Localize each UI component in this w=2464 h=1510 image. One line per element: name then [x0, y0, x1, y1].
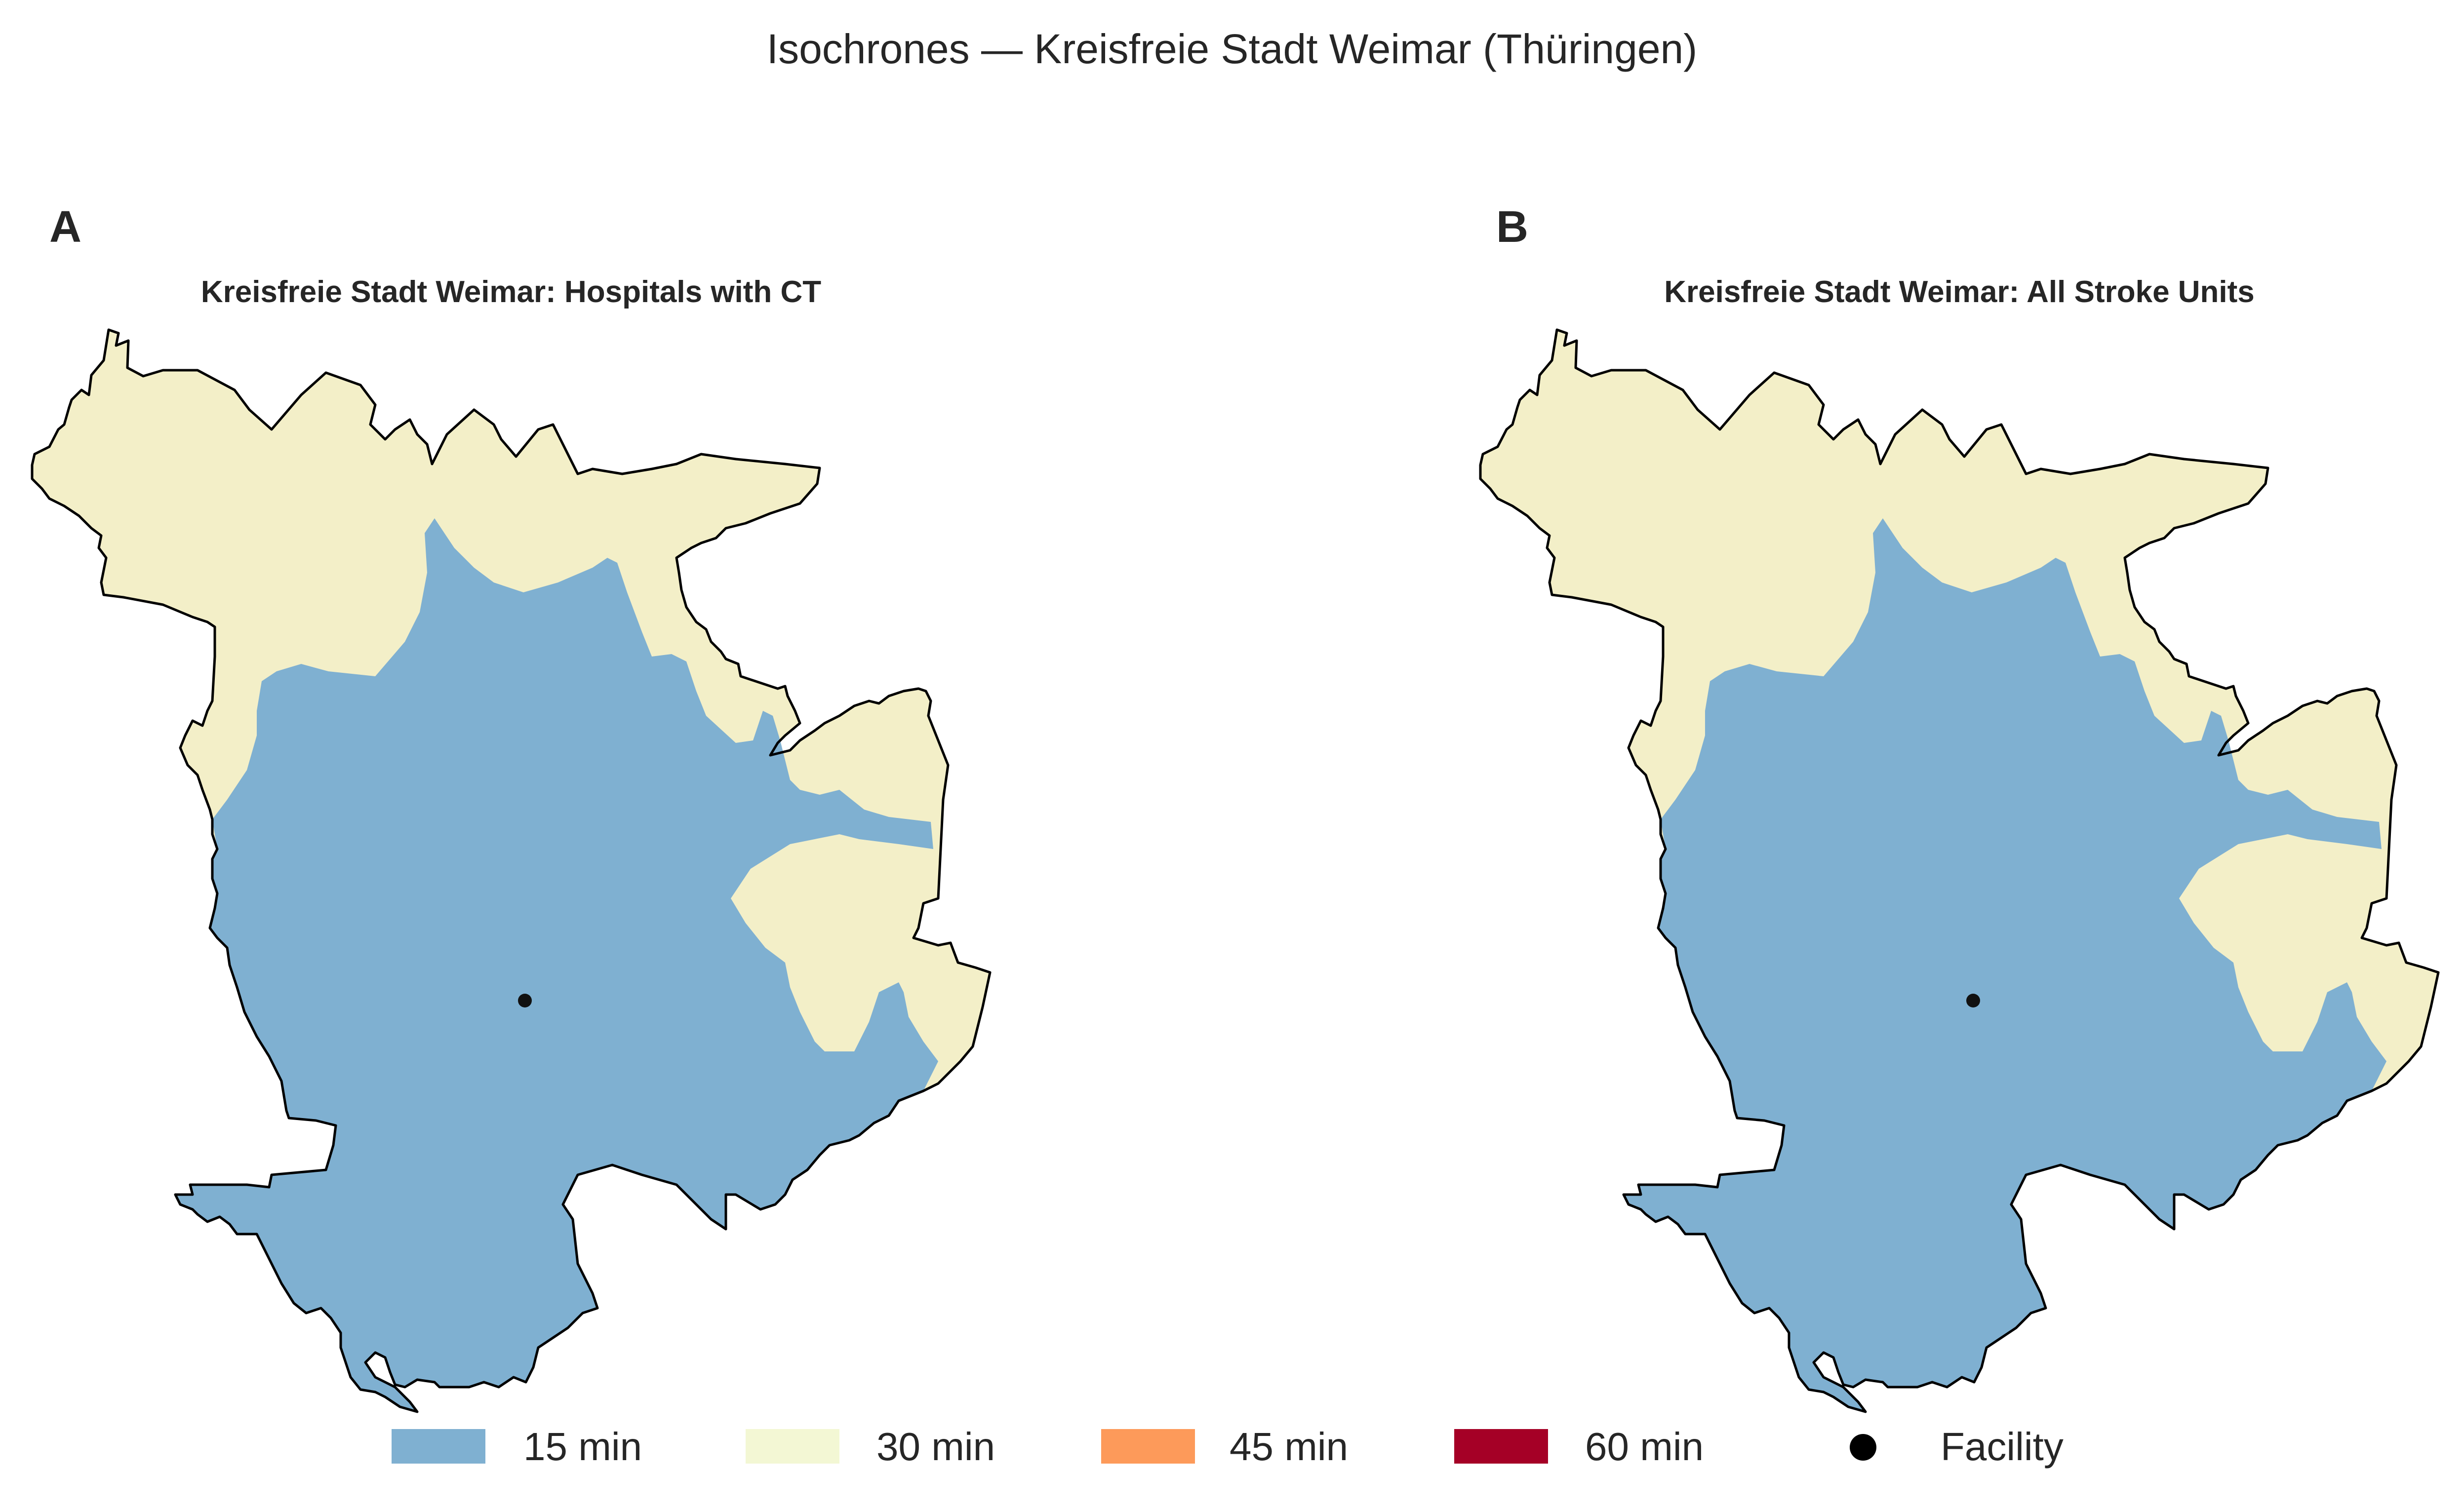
legend-facility-dot	[1850, 1434, 1876, 1461]
legend-item-60: 60 min	[1454, 1425, 1704, 1469]
legend-swatch-60	[1454, 1429, 1548, 1464]
legend-item-15: 15 min	[392, 1425, 642, 1469]
panel-b-title: Kreisfreie Stadt Weimar: All Stroke Unit…	[1664, 275, 2255, 309]
legend-label-45: 45 min	[1230, 1425, 1348, 1469]
panel-b: B Kreisfreie Stadt Weimar: All Stroke Un…	[1480, 202, 2438, 1412]
legend: 15 min 30 min 45 min 60 min Facility	[392, 1425, 2064, 1469]
legend-label-15: 15 min	[523, 1425, 642, 1469]
panel-a-title: Kreisfreie Stadt Weimar: Hospitals with …	[201, 275, 821, 309]
legend-swatch-15	[392, 1429, 485, 1464]
legend-swatch-30	[746, 1429, 839, 1464]
legend-item-45: 45 min	[1101, 1425, 1348, 1469]
legend-item-facility: Facility	[1850, 1425, 2064, 1469]
panel-a: A Kreisfreie Stadt Weimar: Hospitals wit…	[32, 202, 990, 1412]
panel-a-label: A	[49, 202, 81, 252]
facility-marker	[1966, 994, 1980, 1007]
legend-label-facility: Facility	[1941, 1425, 2064, 1469]
legend-label-30: 30 min	[876, 1425, 995, 1469]
legend-label-60: 60 min	[1585, 1425, 1704, 1469]
legend-swatch-45	[1101, 1429, 1195, 1464]
legend-item-30: 30 min	[746, 1425, 995, 1469]
panel-a-map	[32, 330, 990, 1412]
figure-title: Isochrones — Kreisfreie Stadt Weimar (Th…	[767, 26, 1698, 72]
facility-marker	[518, 994, 532, 1007]
panel-b-map	[1480, 330, 2438, 1412]
panel-b-label: B	[1496, 202, 1528, 252]
